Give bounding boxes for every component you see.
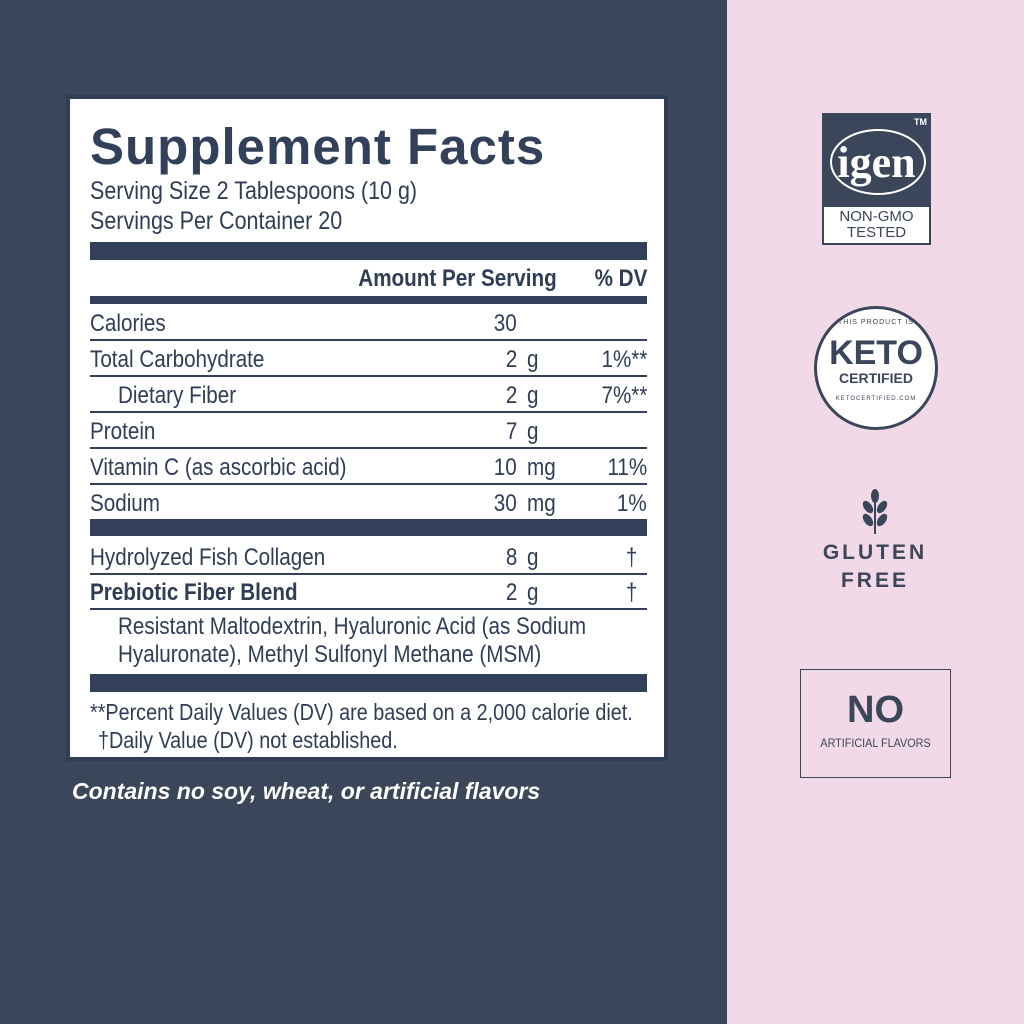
- nutrient-amount: 2: [505, 382, 517, 409]
- row-divider: [90, 411, 647, 413]
- igen-line-1: NON-GMO: [839, 208, 914, 225]
- nutrient-row: Total Carbohydrate 2 g 1%**: [90, 342, 647, 376]
- igen-logo: igen: [837, 138, 916, 187]
- ingredient-amount: 8: [505, 544, 517, 571]
- divider-thick: [90, 242, 647, 260]
- header-row: Amount Per Serving % DV: [90, 261, 647, 295]
- supplement-facts-label: Supplement Facts Serving Size 2 Tablespo…: [66, 95, 668, 761]
- nutrient-unit: g: [527, 346, 539, 373]
- ingredient-unit: g: [527, 579, 539, 606]
- ingredient-amount: 2: [505, 579, 517, 606]
- ingredient-dv: †: [625, 544, 637, 571]
- nutrient-dv: 11%: [607, 454, 647, 481]
- serving-size: Serving Size 2 Tablespoons (10 g): [90, 177, 418, 205]
- no-artificial-flavors-badge: NO ARTIFICIAL FLAVORS: [800, 669, 951, 778]
- divider-thick: [90, 519, 647, 536]
- flavors-main-text: NO: [847, 689, 904, 731]
- ingredient-dv: †: [625, 579, 637, 606]
- nutrient-name: Calories: [90, 310, 166, 337]
- keto-sub-text: CERTIFIED: [839, 370, 913, 386]
- row-divider: [90, 483, 647, 485]
- nutrient-row: Vitamin C (as ascorbic acid) 10 mg 11%: [90, 450, 647, 484]
- tagline: Contains no soy, wheat, or artificial fl…: [72, 778, 541, 804]
- footnote-not-established: †Daily Value (DV) not established.: [98, 727, 398, 753]
- header-amount: Amount Per Serving: [358, 265, 557, 292]
- nutrient-unit: mg: [527, 454, 556, 481]
- row-divider: [90, 608, 647, 610]
- row-divider: [90, 375, 647, 377]
- igen-non-gmo-badge: igen TM NON-GMO TESTED: [822, 113, 931, 245]
- nutrient-dv: 1%**: [601, 346, 647, 373]
- ingredient-row: Prebiotic Fiber Blend 2 g †: [90, 575, 647, 609]
- nutrient-amount: 7: [505, 418, 517, 445]
- gluten-free-badge: GLUTEN FREE: [810, 488, 940, 595]
- keto-certified-badge: THIS PRODUCT IS KETO CERTIFIED KETOCERTI…: [814, 306, 938, 430]
- trademark-mark: TM: [914, 117, 927, 127]
- nutrient-unit: g: [527, 382, 539, 409]
- nutrient-row: Dietary Fiber 2 g 7%**: [90, 378, 647, 412]
- igen-line-2: TESTED: [846, 224, 907, 241]
- nutrient-unit: g: [527, 418, 539, 445]
- nutrient-name: Vitamin C (as ascorbic acid): [90, 454, 347, 481]
- nutrient-row: Sodium 30 mg 1%: [90, 486, 647, 520]
- divider-medium: [90, 296, 647, 304]
- blend-ingredients: Resistant Maltodextrin, Hyaluronic Acid …: [118, 613, 587, 640]
- igen-logo-ring: [830, 129, 926, 195]
- nutrient-name: Dietary Fiber: [118, 382, 237, 409]
- igen-logo-panel: igen TM: [824, 115, 929, 207]
- keto-bottom-text: KETOCERTIFIED.COM: [835, 396, 917, 402]
- nutrient-amount: 30: [494, 490, 517, 517]
- nutrient-amount: 2: [505, 346, 517, 373]
- flavors-sub-text: ARTIFICIAL FLAVORS: [820, 736, 931, 750]
- keto-top-text: THIS PRODUCT IS: [838, 319, 914, 326]
- ingredient-name: Hydrolyzed Fish Collagen: [90, 544, 326, 571]
- nutrient-row: Protein 7 g: [90, 414, 647, 448]
- ingredient-row: Hydrolyzed Fish Collagen 8 g †: [90, 540, 647, 574]
- gluten-line-1: GLUTEN: [822, 541, 928, 564]
- header-dv: % DV: [594, 265, 647, 292]
- nutrient-dv: 7%**: [601, 382, 647, 409]
- footnote-dv: **Percent Daily Values (DV) are based on…: [90, 699, 633, 725]
- nutrient-name: Total Carbohydrate: [90, 346, 265, 373]
- divider-thick: [90, 674, 647, 692]
- servings-per-container: Servings Per Container 20: [90, 207, 343, 235]
- row-divider: [90, 447, 647, 449]
- blend-ingredients: Hyaluronate), Methyl Sulfonyl Methane (M…: [118, 641, 542, 668]
- keto-main-text: KETO: [829, 334, 923, 372]
- gluten-line-2: FREE: [840, 569, 909, 592]
- nutrient-name: Sodium: [90, 490, 160, 517]
- nutrient-dv: 1%: [617, 490, 647, 517]
- nutrient-unit: mg: [527, 490, 556, 517]
- ingredient-unit: g: [527, 544, 539, 571]
- row-divider: [90, 339, 647, 341]
- nutrient-row: Calories 30: [90, 306, 647, 340]
- nutrient-name: Protein: [90, 418, 156, 445]
- nutrient-amount: 10: [494, 454, 517, 481]
- nutrient-amount: 30: [494, 310, 517, 337]
- row-divider: [90, 573, 647, 575]
- ingredient-name: Prebiotic Fiber Blend: [90, 579, 298, 606]
- wheat-icon: [862, 489, 888, 534]
- facts-title: Supplement Facts: [90, 118, 546, 175]
